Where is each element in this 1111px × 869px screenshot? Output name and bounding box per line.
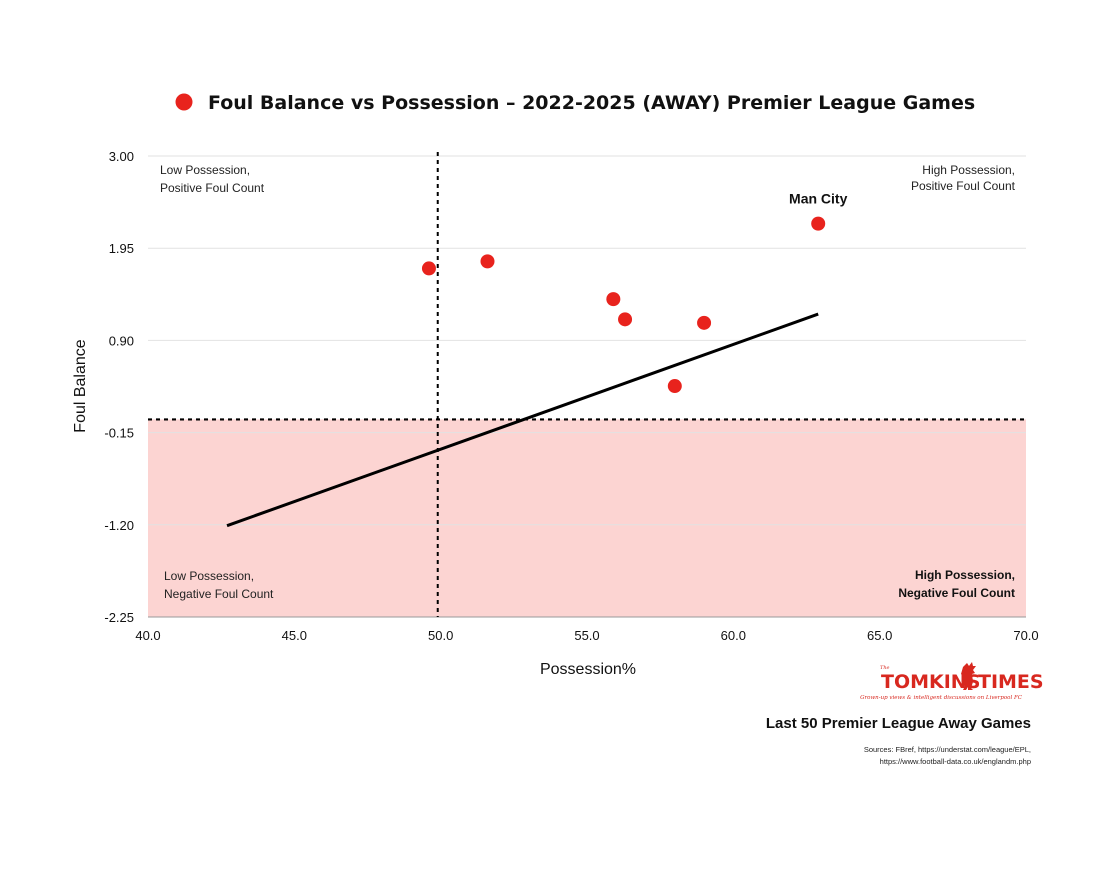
point-labels: Man City [789, 191, 848, 207]
legend: Foul Balance vs Possession – 2022-2025 (… [175, 92, 975, 114]
x-tick-label: 65.0 [867, 628, 892, 643]
sources-line-2: https://www.football-data.co.uk/englandm… [880, 757, 1031, 766]
liverbird-icon [961, 662, 976, 690]
data-point [811, 216, 826, 231]
data-point [667, 379, 682, 394]
x-tick-label: 40.0 [135, 628, 160, 643]
x-tick-label: 55.0 [574, 628, 599, 643]
gridlines [148, 155, 1026, 526]
tomkins-times-logo: The TOMKINS TIMES Grown-up views & intel… [860, 662, 1044, 701]
sources-line-1: Sources: FBref, https://understat.com/le… [864, 745, 1031, 754]
quadrant-label-top-left: Low Possession, Positive Foul Count [160, 163, 265, 195]
quadrant-label-line: Low Possession, [160, 163, 250, 177]
y-tick-label: 1.95 [109, 241, 134, 256]
y-tick-label: -1.20 [104, 518, 134, 533]
point-label: Man City [789, 191, 848, 207]
reference-lines [148, 152, 1026, 617]
legend-marker [175, 93, 193, 111]
data-point [606, 292, 621, 307]
data-point [618, 312, 633, 327]
x-tick-label: 60.0 [721, 628, 746, 643]
data-point [480, 254, 495, 269]
x-tick-labels: 40.0 45.0 50.0 55.0 60.0 65.0 70.0 [135, 628, 1038, 643]
logo-text-left: TOMKINS [881, 671, 980, 693]
x-tick-label: 70.0 [1013, 628, 1038, 643]
y-tick-label: 3.00 [109, 149, 134, 164]
data-point [697, 315, 712, 330]
quadrant-label-bottom-right: High Possession, Negative Foul Count [898, 568, 1015, 600]
trendline [226, 312, 819, 528]
footer-subtitle: Last 50 Premier League Away Games [766, 715, 1031, 732]
quadrant-label-top-right: High Possession, Positive Foul Count [911, 163, 1016, 193]
quadrant-label-line: High Possession, [922, 163, 1015, 177]
logo-tagline: Grown-up views & intelligent discussions… [860, 695, 1023, 701]
data-point [421, 261, 436, 276]
y-axis-title: Foul Balance [72, 339, 89, 432]
logo-prefix: The [880, 665, 890, 671]
data-points [421, 216, 826, 394]
quadrant-label-line: Low Possession, [164, 569, 254, 583]
y-tick-label: -0.15 [104, 426, 134, 441]
quadrant-label-line: Positive Foul Count [160, 181, 265, 195]
y-tick-label: 0.90 [109, 333, 134, 348]
logo-text-right: TIMES [978, 671, 1044, 693]
chart-title: Foul Balance vs Possession – 2022-2025 (… [208, 92, 975, 114]
x-tick-label: 45.0 [282, 628, 307, 643]
x-axis-title: Possession% [540, 661, 636, 678]
y-tick-labels: 3.00 1.95 0.90 -0.15 -1.20 -2.25 [104, 149, 134, 625]
y-tick-label: -2.25 [104, 610, 134, 625]
quadrant-label-line: High Possession, [915, 568, 1015, 582]
quadrant-label-bottom-left: Low Possession, Negative Foul Count [164, 569, 274, 601]
negative-foul-region [148, 419, 1026, 617]
x-tick-label: 50.0 [428, 628, 453, 643]
quadrant-label-line: Positive Foul Count [911, 179, 1016, 193]
quadrant-label-line: Negative Foul Count [164, 587, 274, 601]
quadrant-label-line: Negative Foul Count [898, 586, 1015, 600]
